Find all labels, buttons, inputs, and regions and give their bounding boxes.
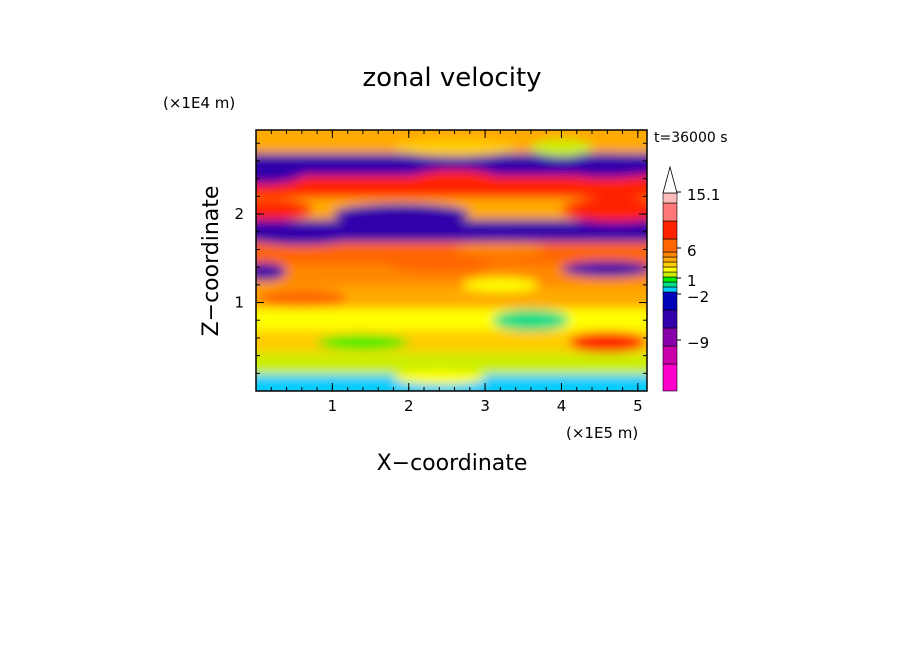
colorbar-segment bbox=[662, 261, 678, 268]
colorbar-label: −9 bbox=[687, 334, 709, 352]
colorbar-segment bbox=[662, 281, 678, 288]
colorbar-segment bbox=[662, 192, 678, 204]
colorbar-label: 1 bbox=[687, 272, 697, 290]
colorbar-segment bbox=[662, 256, 678, 263]
field-blob bbox=[462, 277, 539, 292]
colorbar-segment bbox=[662, 363, 678, 392]
field-blob bbox=[256, 199, 314, 221]
field-blob bbox=[385, 252, 493, 274]
x-tick-label: 1 bbox=[328, 397, 338, 415]
colorbar: 15.1 6 1−2 −9 bbox=[662, 165, 720, 392]
y-axis-label: Z−coordinate bbox=[199, 186, 224, 337]
colorbar-segment bbox=[662, 309, 678, 329]
x-tick-label: 2 bbox=[404, 397, 414, 415]
field-blob bbox=[256, 289, 348, 307]
colorbar-segment bbox=[662, 220, 678, 240]
y-scale-label: (×1E4 m) bbox=[163, 94, 235, 112]
field-blob bbox=[256, 159, 306, 184]
field-band bbox=[256, 264, 647, 288]
field-blob bbox=[561, 197, 647, 223]
field-blob bbox=[256, 262, 287, 281]
field-blob bbox=[454, 242, 547, 257]
field-blob bbox=[256, 227, 356, 246]
colorbar-arrow bbox=[662, 165, 678, 194]
field-blob bbox=[408, 169, 501, 192]
colorbar-segment bbox=[662, 327, 678, 347]
velocity-field bbox=[256, 130, 647, 391]
field-band bbox=[256, 153, 647, 178]
colorbar-segment bbox=[662, 291, 678, 311]
field-band bbox=[256, 286, 647, 311]
colorbar-segment bbox=[662, 266, 678, 273]
y-axis-ticks: 12 bbox=[234, 142, 647, 374]
x-tick-label: 3 bbox=[480, 397, 490, 415]
field-blob bbox=[393, 138, 516, 157]
colorbar-label: −2 bbox=[687, 288, 709, 306]
colorbar-segment bbox=[662, 238, 678, 253]
colorbar-segment bbox=[662, 202, 678, 222]
field-blob bbox=[317, 335, 409, 350]
field-blob bbox=[492, 309, 570, 331]
colorbar-segment bbox=[662, 345, 678, 365]
colorbar-label: 15.1 bbox=[687, 186, 720, 204]
colorbar-label: 6 bbox=[687, 242, 697, 260]
x-tick-label: 4 bbox=[557, 397, 567, 415]
x-scale-label: (×1E5 m) bbox=[566, 424, 638, 442]
colorbar-segment bbox=[662, 276, 678, 283]
field-blob bbox=[561, 260, 647, 277]
x-axis-ticks: 1 2 3 4 5 bbox=[270, 130, 643, 415]
y-tick-label: 1 bbox=[234, 294, 244, 312]
field-blob bbox=[553, 153, 647, 178]
field-blob bbox=[332, 203, 470, 225]
colorbar-segment bbox=[662, 271, 678, 278]
y-tick-label: 2 bbox=[234, 205, 244, 223]
chart-title: zonal velocity bbox=[362, 63, 541, 93]
field-band bbox=[256, 308, 647, 333]
colorbar-segment bbox=[662, 286, 678, 293]
time-label: t=36000 s bbox=[654, 130, 728, 146]
plot-frame bbox=[255, 129, 648, 392]
field-blob bbox=[569, 331, 646, 353]
x-axis-label: X−coordinate bbox=[377, 451, 528, 476]
field-band bbox=[256, 352, 647, 377]
field-blob bbox=[393, 370, 486, 385]
field-blob bbox=[530, 138, 593, 157]
colorbar-segment bbox=[662, 251, 678, 258]
x-tick-label: 5 bbox=[633, 397, 643, 415]
